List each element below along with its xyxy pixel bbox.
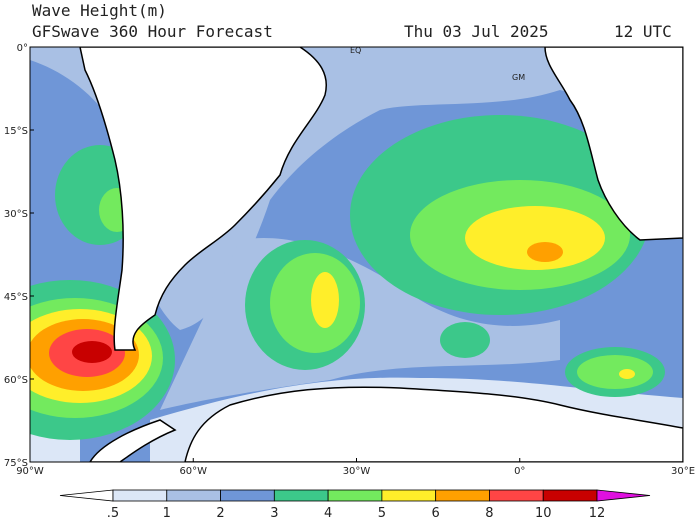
axes: 0° 15°S 30°S 45°S 60°S 75°S90°W 60°W 30°W 0° 30°E (4, 43, 695, 477)
colorbar-segment (273, 489, 329, 502)
colorbar-arrow-high (596, 489, 651, 502)
date: Thu 03 Jul 2025 (404, 22, 549, 41)
lon-label: 30°E (671, 466, 695, 477)
annotation: GM (512, 73, 525, 82)
time: 12 UTC (614, 22, 672, 41)
colorbar: .5 1 2 3 4 5 6 8 10 12 (59, 489, 651, 521)
south-america (79, 47, 327, 351)
lon-label: 90°W (16, 466, 44, 477)
sea (619, 369, 635, 379)
colorbar-segment (489, 489, 544, 502)
lon-label: 30°W (343, 466, 371, 477)
colorbar-segment (327, 489, 383, 502)
lat-label: 30°S (4, 209, 28, 220)
title: Wave Height(m) (32, 1, 167, 20)
colorbar-segment (435, 489, 490, 502)
colorbar-label: 12 (589, 506, 606, 521)
lon-label: 60°W (179, 466, 207, 477)
map: EQ GM (30, 46, 683, 462)
sea (311, 272, 339, 328)
lon-label: 0° (514, 466, 525, 477)
colorbar-label: 4 (324, 506, 332, 521)
colorbar-label: 3 (270, 506, 278, 521)
colorbar-label: 10 (535, 506, 552, 521)
colorbar-label: 8 (485, 506, 493, 521)
africa (544, 47, 683, 241)
colorbar-label: 5 (378, 506, 386, 521)
sea (72, 341, 112, 363)
colorbar-segment (381, 489, 437, 502)
lat-label: 75°S (4, 458, 28, 469)
annotation: EQ (350, 46, 361, 55)
colorbar-label: .5 (107, 506, 119, 521)
lat-label: 45°S (4, 292, 28, 303)
colorbar-label: 1 (163, 506, 171, 521)
lat-label: 15°S (4, 126, 28, 137)
antarctic-peninsula (89, 419, 177, 462)
sea (527, 242, 563, 262)
antarctica (184, 386, 683, 462)
colorbar-segment (542, 489, 598, 502)
sea (465, 206, 605, 270)
sea (440, 322, 490, 358)
colorbar-segment (112, 489, 168, 502)
colorbar-arrow-low (59, 489, 114, 502)
colorbar-segment (220, 489, 275, 502)
colorbar-label: 6 (432, 506, 440, 521)
colorbar-label: 2 (216, 506, 224, 521)
colorbar-segment (166, 489, 221, 502)
sea (577, 355, 653, 389)
lat-label: 0° (17, 43, 28, 54)
lat-label: 60°S (4, 375, 28, 386)
subtitle: GFSwave 360 Hour Forecast (32, 22, 273, 41)
